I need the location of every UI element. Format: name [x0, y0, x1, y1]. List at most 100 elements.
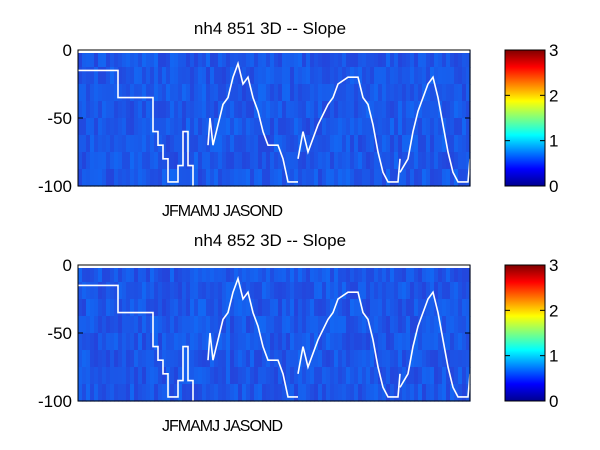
heatmap-cell — [150, 282, 155, 300]
heatmap-cell — [254, 384, 259, 402]
heatmap-cell — [162, 367, 167, 385]
heatmap-cell — [98, 384, 103, 402]
panel-1: nh4 851 3D -- Slope 0-50-100 JFMAMJ JASON… — [38, 19, 559, 220]
heatmap-cell — [266, 67, 271, 85]
heatmap-cell — [270, 152, 275, 170]
heatmap-cell — [322, 333, 327, 351]
heatmap-cell — [422, 118, 427, 136]
heatmap-cell — [422, 152, 427, 170]
heatmap-cell — [106, 101, 111, 119]
heatmap-cell — [342, 118, 347, 136]
heatmap-cell — [94, 67, 99, 85]
heatmap-cell — [110, 169, 115, 187]
heatmap-cell — [390, 101, 395, 119]
heatmap-cell — [322, 101, 327, 119]
heatmap-cell — [298, 333, 303, 351]
heatmap-cell — [302, 101, 307, 119]
heatmap-cell — [250, 333, 255, 351]
heatmap-cell — [398, 282, 403, 300]
heatmap-cell — [282, 50, 287, 68]
heatmap-cell — [258, 299, 263, 317]
heatmap-cell — [202, 50, 207, 68]
heatmap-cell — [138, 316, 143, 334]
heatmap-cell — [450, 316, 455, 334]
heatmap-cell — [358, 101, 363, 119]
heatmap-cell — [362, 316, 367, 334]
heatmap-cell — [402, 265, 407, 283]
heatmap-cell — [134, 367, 139, 385]
heatmap-cell — [282, 101, 287, 119]
heatmap-cell — [194, 350, 199, 368]
heatmap-cell — [210, 84, 215, 102]
heatmap-cell — [170, 135, 175, 153]
heatmap-cell — [110, 152, 115, 170]
heatmap-cell — [190, 152, 195, 170]
heatmap-cell — [78, 135, 83, 153]
heatmap-cell — [450, 101, 455, 119]
heatmap-cell — [270, 169, 275, 187]
heatmap-cell — [334, 316, 339, 334]
heatmap-cell — [334, 384, 339, 402]
heatmap-cell — [466, 135, 471, 153]
heatmap-cell — [454, 118, 459, 136]
heatmap-cell — [414, 50, 419, 68]
heatmap-cell — [422, 67, 427, 85]
heatmap-cell — [310, 84, 315, 102]
heatmap-cell — [378, 118, 383, 136]
heatmap-cell — [182, 67, 187, 85]
panel-1-heatmap — [78, 50, 471, 187]
heatmap-cell — [226, 84, 231, 102]
month-label: J — [212, 418, 219, 435]
heatmap-cell — [222, 333, 227, 351]
heatmap-cell — [238, 299, 243, 317]
heatmap-cell — [154, 384, 159, 402]
heatmap-cell — [430, 350, 435, 368]
heatmap-cell — [214, 333, 219, 351]
heatmap-cell — [186, 265, 191, 283]
heatmap-cell — [282, 169, 287, 187]
heatmap-cell — [94, 282, 99, 300]
panel-2-yticks: 0-50-100 — [38, 256, 470, 411]
heatmap-cell — [414, 384, 419, 402]
heatmap-cell — [390, 50, 395, 68]
heatmap-cell — [310, 299, 315, 317]
heatmap-cell — [302, 169, 307, 187]
heatmap-cell — [138, 84, 143, 102]
heatmap-cell — [402, 118, 407, 136]
heatmap-cell — [106, 333, 111, 351]
heatmap-cell — [422, 384, 427, 402]
surface-strip — [78, 265, 470, 268]
heatmap-cell — [338, 135, 343, 153]
heatmap-cell — [450, 67, 455, 85]
heatmap-cell — [402, 316, 407, 334]
heatmap-cell — [122, 367, 127, 385]
heatmap-cell — [358, 169, 363, 187]
heatmap-cell — [418, 101, 423, 119]
heatmap-cell — [414, 118, 419, 136]
heatmap-cell — [314, 333, 319, 351]
heatmap-cell — [174, 367, 179, 385]
heatmap-cell — [326, 282, 331, 300]
heatmap-cell — [198, 152, 203, 170]
heatmap-cell — [170, 118, 175, 136]
heatmap-cell — [258, 265, 263, 283]
heatmap-cell — [290, 333, 295, 351]
heatmap-cell — [338, 333, 343, 351]
heatmap-cell — [306, 384, 311, 402]
heatmap-cell — [414, 282, 419, 300]
heatmap-cell — [286, 265, 291, 283]
heatmap-cell — [266, 316, 271, 334]
heatmap-cell — [222, 118, 227, 136]
heatmap-cell — [94, 152, 99, 170]
heatmap-cell — [242, 265, 247, 283]
month-label: M — [178, 203, 191, 220]
heatmap-cell — [290, 101, 295, 119]
heatmap-cell — [130, 316, 135, 334]
heatmap-cell — [462, 118, 467, 136]
heatmap-cell — [346, 84, 351, 102]
heatmap-cell — [454, 282, 459, 300]
heatmap-cell — [146, 101, 151, 119]
heatmap-cell — [182, 135, 187, 153]
heatmap-cell — [146, 152, 151, 170]
